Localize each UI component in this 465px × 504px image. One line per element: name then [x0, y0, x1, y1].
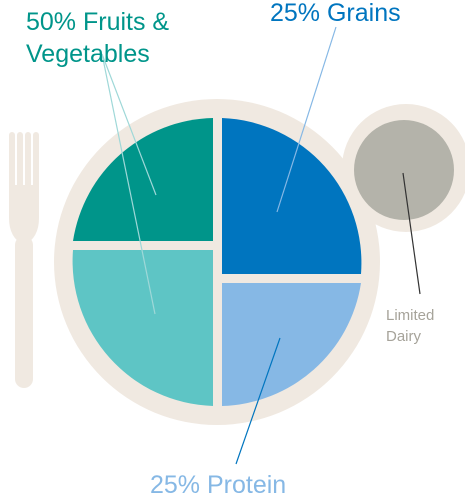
vegetables-quadrant	[73, 118, 213, 241]
fruits-quadrant	[72, 250, 214, 406]
protein-quadrant	[222, 283, 361, 406]
label-dairy-line2: Dairy	[386, 328, 422, 345]
label-dairy: Limited Dairy	[386, 305, 434, 347]
leader-line-fruits	[101, 53, 156, 315]
leader-line-protein	[235, 337, 281, 465]
fork-icon	[9, 132, 39, 388]
label-grains: 25% Grains	[270, 0, 401, 27]
leader-line-vegetables	[101, 53, 157, 196]
label-fruits-vegetables-line2: Vegetables	[26, 40, 150, 68]
label-dairy-line1: Limited	[386, 307, 435, 324]
grains-quadrant	[222, 118, 362, 274]
label-protein: 25% Protein	[150, 471, 287, 499]
label-fruits-vegetables: 50% Fruits & Vegetables	[26, 6, 169, 70]
dairy-cup	[354, 120, 454, 220]
leader-line-dairy	[402, 172, 421, 295]
leader-line-grains	[276, 26, 337, 213]
label-fruits-vegetables-line1: 50% Fruits &	[26, 8, 170, 36]
